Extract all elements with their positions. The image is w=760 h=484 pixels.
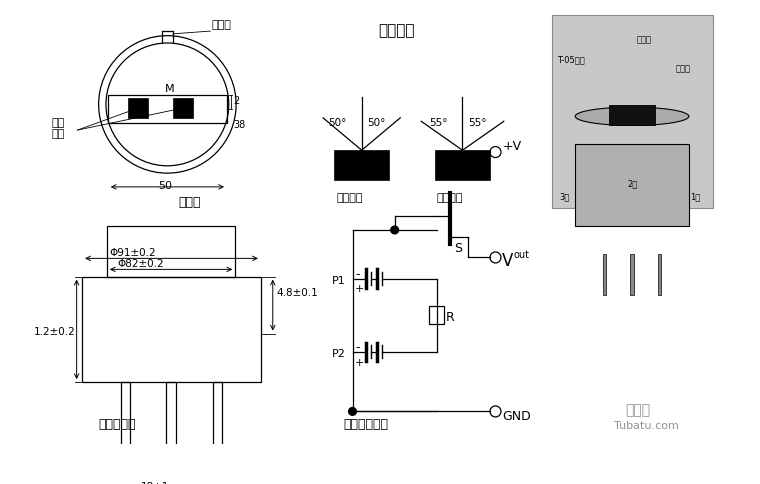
Text: D: D [454, 158, 464, 171]
Bar [553, 16, 713, 209]
Text: 50°: 50° [367, 117, 385, 127]
Text: GND: GND [502, 409, 530, 422]
Text: +: + [355, 284, 365, 294]
Bar [108, 96, 227, 123]
Ellipse shape [575, 108, 689, 126]
Bar [575, 145, 689, 227]
Bar [82, 277, 261, 382]
Text: Φ91±0.2: Φ91±0.2 [109, 247, 157, 257]
Text: 1.2±0.2: 1.2±0.2 [33, 326, 75, 336]
Bar [107, 227, 235, 277]
Text: 单元: 单元 [52, 129, 65, 139]
Bar [657, 254, 661, 295]
Text: T-05金封: T-05金封 [557, 55, 584, 64]
Bar [334, 151, 389, 180]
Text: 3脚: 3脚 [559, 193, 570, 201]
Text: +V: +V [503, 140, 522, 153]
Text: Φ82±0.2: Φ82±0.2 [117, 258, 163, 268]
Text: -: - [355, 267, 359, 280]
Circle shape [348, 407, 357, 416]
Bar [214, 382, 223, 469]
Text: 敏感单元: 敏感单元 [336, 192, 363, 202]
Bar [603, 254, 606, 295]
Text: 敏感: 敏感 [52, 118, 65, 128]
Text: V: V [502, 251, 513, 269]
Text: Tubatu.com: Tubatu.com [614, 420, 679, 430]
Text: 4.8±0.1: 4.8±0.1 [277, 287, 318, 297]
Text: 50°: 50° [328, 117, 347, 127]
Text: 红外能: 红外能 [637, 35, 651, 44]
Circle shape [390, 226, 399, 235]
Text: 接收室: 接收室 [676, 64, 691, 74]
Text: +: + [355, 357, 365, 367]
Text: 内部电路原理: 内部电路原理 [344, 417, 388, 430]
Text: 顶视图: 顶视图 [179, 196, 201, 209]
Text: 55°: 55° [468, 117, 486, 127]
Text: 55°: 55° [429, 117, 448, 127]
Text: M: M [165, 83, 174, 93]
Bar [166, 382, 176, 469]
Text: P1: P1 [332, 275, 346, 286]
Text: 滤光窗: 滤光窗 [211, 20, 231, 30]
Text: 土巴兔: 土巴兔 [625, 402, 651, 416]
Text: 1脚: 1脚 [690, 193, 700, 201]
Text: 探视角度: 探视角度 [378, 23, 415, 38]
Text: R: R [446, 310, 454, 323]
Text: 2: 2 [233, 95, 239, 106]
Bar [435, 151, 490, 180]
Text: 侧视外型图: 侧视外型图 [99, 417, 136, 430]
Text: 50: 50 [158, 181, 173, 190]
Text: out: out [514, 250, 530, 260]
Bar [128, 99, 148, 119]
Text: 敏感单元: 敏感单元 [437, 192, 464, 202]
Bar [609, 106, 655, 126]
Text: -: - [355, 340, 359, 353]
Bar [429, 306, 444, 325]
Text: 18±1: 18±1 [141, 481, 169, 484]
Bar [121, 382, 130, 469]
Text: P2: P2 [332, 348, 347, 359]
Text: S: S [454, 242, 462, 255]
Text: 38: 38 [233, 120, 245, 130]
Bar [630, 254, 634, 295]
Bar [173, 99, 193, 119]
Text: 2脚: 2脚 [628, 179, 638, 188]
